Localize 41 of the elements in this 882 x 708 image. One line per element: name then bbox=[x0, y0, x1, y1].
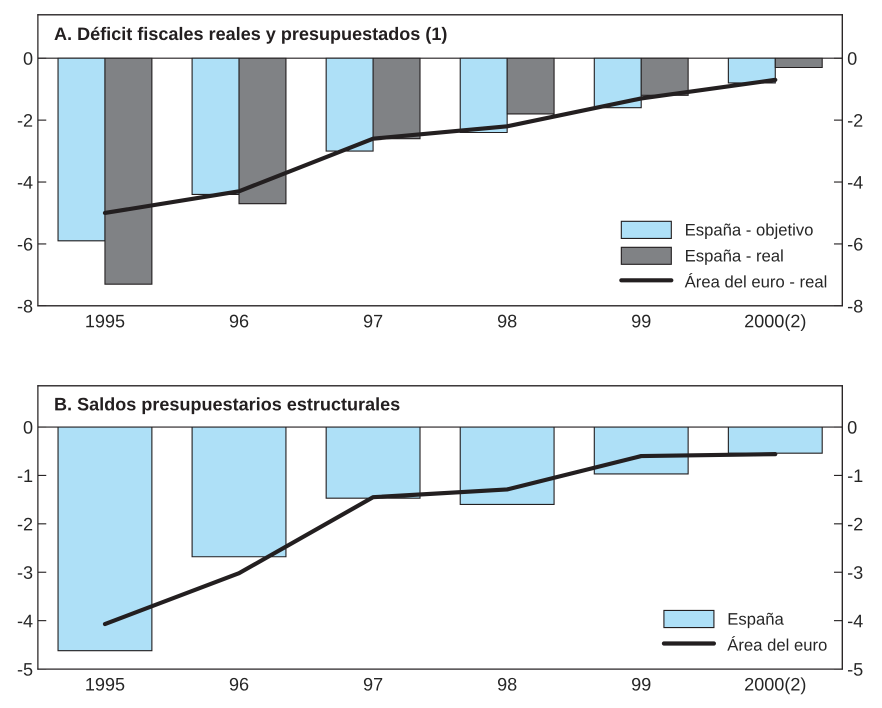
x-tick-label: 99 bbox=[632, 678, 650, 691]
y2-tick-label: -2 bbox=[848, 114, 862, 127]
x-tick-label: 2000(2) bbox=[745, 677, 806, 694]
x-tick-label: 99 bbox=[632, 314, 650, 328]
y2-tick-label: -8 bbox=[848, 300, 862, 313]
y-tick-label: 0 bbox=[24, 420, 32, 434]
x-tick-label: 1995 bbox=[86, 314, 124, 328]
x-tick-label: 97 bbox=[364, 314, 382, 328]
y2-tick-label: -5 bbox=[848, 663, 862, 676]
y2-tick-label: 0 bbox=[848, 52, 857, 65]
y-tick-label: -2 bbox=[18, 114, 32, 127]
x-tick-label: 2000(2) bbox=[745, 314, 806, 332]
legend-label: Área del euro bbox=[727, 636, 827, 651]
x-tick-label: 96 bbox=[230, 314, 248, 328]
y-tick-label: -1 bbox=[18, 470, 32, 482]
y2-tick-label: -1 bbox=[848, 470, 862, 482]
x-tick-label: 96 bbox=[230, 678, 248, 691]
y-tick-label: 0 bbox=[24, 52, 32, 65]
legend-label: España - real bbox=[686, 249, 783, 265]
y-tick-label: -4 bbox=[18, 176, 33, 189]
x-tick-label: 1995 bbox=[86, 678, 124, 691]
x-tick-label: 98 bbox=[498, 314, 516, 328]
x-tick-label: 98 bbox=[498, 678, 516, 691]
y2-tick-label: -4 bbox=[848, 614, 863, 628]
y-tick-label: -4 bbox=[18, 614, 33, 628]
legend-label: Área del euro - real bbox=[684, 272, 826, 288]
y2-tick-label: -4 bbox=[848, 176, 863, 189]
y2-tick-label: 0 bbox=[848, 420, 857, 434]
y-tick-label: -3 bbox=[18, 566, 32, 579]
y2-tick-label: -2 bbox=[848, 518, 862, 530]
x-tick-label: 97 bbox=[364, 678, 382, 691]
legend-label: España bbox=[728, 612, 784, 628]
y2-tick-label: -3 bbox=[848, 566, 862, 579]
y2-tick-label: -6 bbox=[848, 238, 862, 251]
y-tick-label: -5 bbox=[18, 663, 32, 676]
y-tick-label: -6 bbox=[18, 238, 32, 251]
y-tick-label: -8 bbox=[18, 300, 32, 313]
text: B. Saldos presupuestarios estructurales bbox=[55, 397, 400, 414]
y-tick-label: -2 bbox=[18, 518, 32, 530]
text: A. Déficit fiscales reales y presupuestados (1) bbox=[54, 26, 446, 44]
legend-label: España - objetivo bbox=[686, 223, 813, 239]
